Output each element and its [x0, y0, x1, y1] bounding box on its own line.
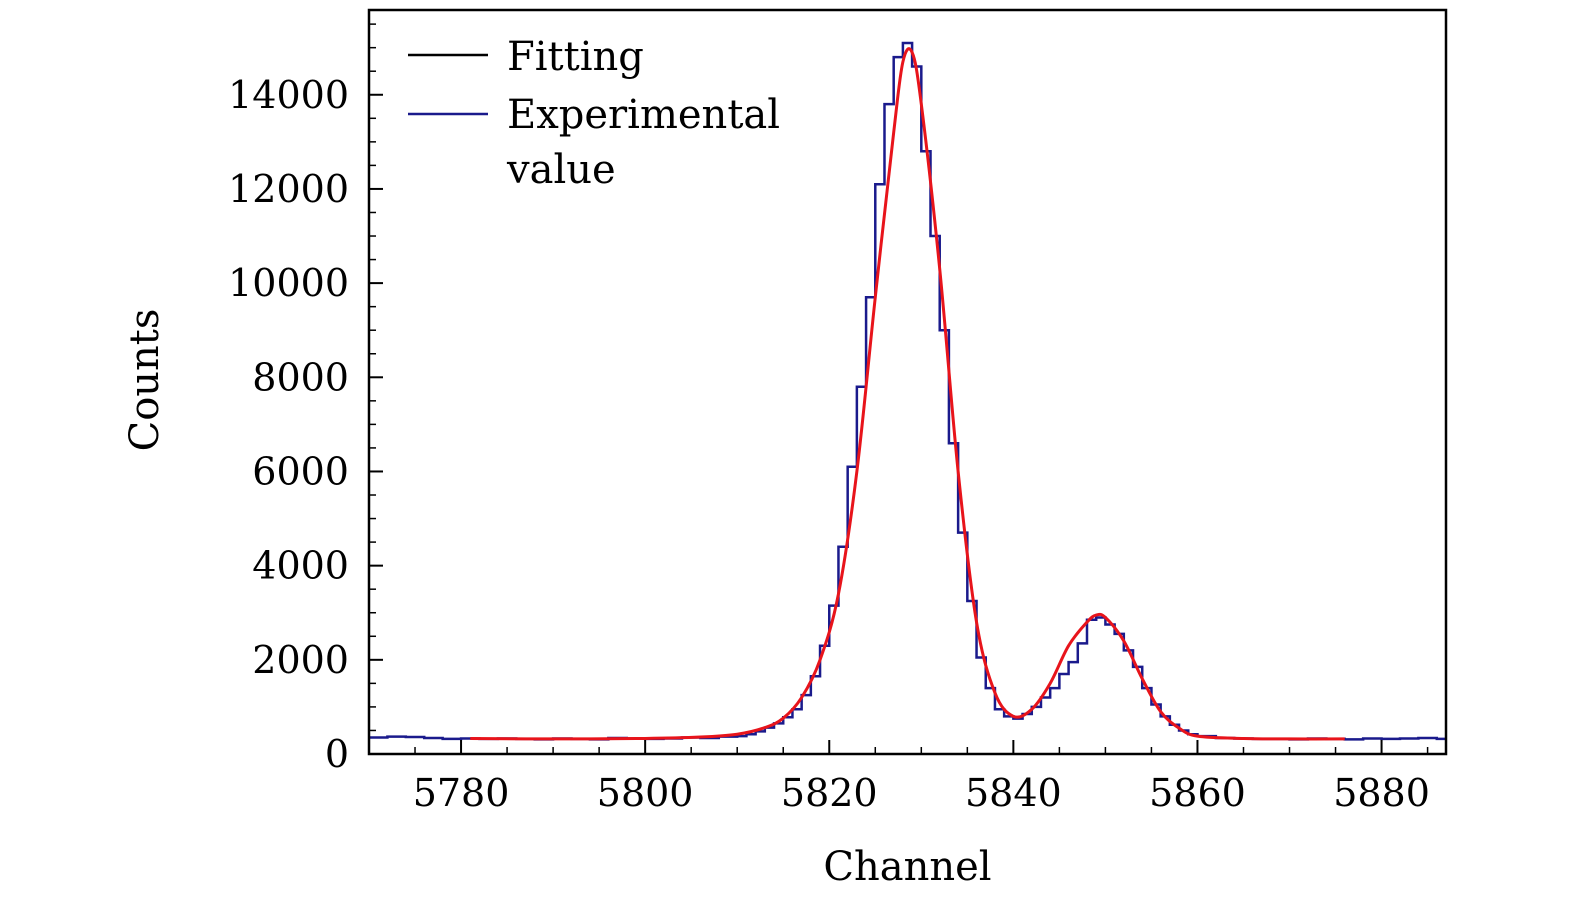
y-tick-label: 0: [325, 732, 349, 776]
tick-labels-layer: 5780 5800 5820 5840 5860 5880 0 2000 4000 6000 800…: [228, 73, 1430, 815]
x-axis-title: Channel: [823, 844, 991, 890]
x-tick-label: 5840: [965, 771, 1062, 815]
y-tick-label: 14000: [228, 73, 349, 117]
legend: Fitting Experimental value: [408, 34, 780, 193]
y-tick-label: 12000: [228, 167, 349, 211]
series-layer: [369, 41, 1446, 741]
x-tick-label: 5800: [597, 771, 694, 815]
y-tick-label: 4000: [252, 544, 349, 588]
x-tick-label: 5780: [413, 771, 510, 815]
y-tick-label: 2000: [252, 638, 349, 682]
legend-label-experimental-line2: value: [506, 147, 616, 193]
x-tick-label: 5820: [781, 771, 878, 815]
x-tick-label: 5880: [1333, 771, 1430, 815]
legend-label-experimental: Experimental: [507, 92, 780, 138]
legend-label-fitting: Fitting: [507, 34, 644, 80]
x-tick-label: 5860: [1149, 771, 1246, 815]
plot-frame: [367, 8, 1448, 756]
ticks-layer: [369, 23, 1429, 755]
y-tick-label: 10000: [228, 261, 349, 305]
y-axis-title: Counts: [122, 309, 168, 452]
y-tick-label: 6000: [252, 449, 349, 493]
series-fitting: [470, 47, 1345, 741]
y-tick-label: 8000: [252, 355, 349, 399]
